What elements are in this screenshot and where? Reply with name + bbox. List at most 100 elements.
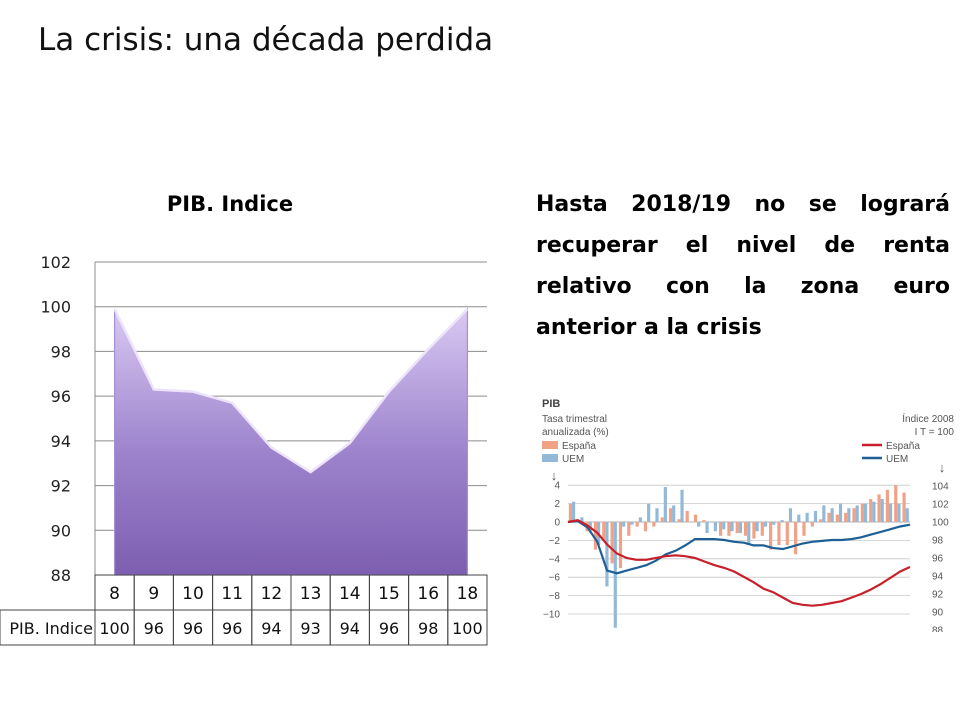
table-value: 96 [222,619,242,638]
espana-bar [718,522,723,536]
legend-swatch-espana-bar [542,441,558,449]
espana-bar [769,522,773,550]
espana-bar [802,522,806,536]
uem-bar [888,503,893,522]
inset-right-tick: 94 [932,572,944,583]
legend-label-espana-line: España [886,441,920,452]
uem-bar [847,508,851,522]
uem-bar [763,522,768,527]
y-tick-label: 96 [51,387,71,406]
y-axis-ticks: 88 90 92 94 96 98 100 102 [40,253,71,585]
x-tick-label: 15 [378,584,400,604]
x-tick-label: 9 [148,584,159,604]
uem-bar [630,522,634,525]
uem-bar [705,522,709,534]
legend-label-uem-bar: UEM [562,454,584,465]
left-axis-arrow-icon: ↓ [551,468,558,483]
uem-bar [605,522,609,587]
pib-quarterly-chart: PIB Tasa trimestral anualizada (%) Índic… [542,398,954,632]
espana-bar [852,508,856,522]
uem-bar [697,522,701,527]
uem-bar [772,522,776,525]
pib-index-edge [113,308,469,474]
table-value: 93 [300,619,320,638]
espana-bar [844,512,848,522]
uem-bar [647,503,651,522]
espana-bar [602,522,606,541]
uem-bar [838,503,843,522]
espana-bar [618,522,623,568]
table-value: 96 [144,619,164,638]
espana-bar [869,499,873,522]
espana-bar [735,522,739,534]
x-tick-label: 10 [182,584,204,604]
x-tick-label: 13 [300,584,322,604]
espana-bar [894,485,898,522]
espana-bar [610,522,614,564]
inset-left-tick: −2 [549,536,561,547]
uem-bar [897,503,901,522]
uem-bar [680,489,684,522]
espana-bar [785,522,789,545]
espana-bar [777,522,781,545]
espana-bar [810,522,814,527]
uem-bar [813,510,818,522]
chart-title: PIB. Indice [166,192,294,216]
y-tick-label: 100 [40,298,71,317]
table-value: 94 [340,619,360,638]
espana-bar [660,517,664,522]
espana-bar [702,520,706,522]
inset-right-tick: 98 [932,536,944,547]
espana-bar [652,522,656,527]
uem-bar [863,503,868,522]
x-tick-label: 8 [109,584,120,604]
espana-bar [677,519,681,522]
uem-bar [655,508,659,522]
espana-bar [643,522,648,532]
uem-bar [672,505,676,522]
uem-bar [872,501,876,522]
espana-bar [635,522,639,527]
espana-bar [668,508,673,522]
espana-bar [627,522,631,536]
table-row-label: PIB. Indice [9,619,93,638]
inset-left-tick: 0 [554,518,560,529]
inset-title: PIB [542,398,560,410]
inset-left-tick: 4 [554,481,560,492]
uem-bar [788,508,793,522]
y-tick-label: 88 [51,566,71,585]
espana-bar [727,522,731,536]
pib-index-area [114,307,468,576]
uem-bar [638,517,642,522]
espana-bar [827,512,831,522]
inset-right-tick: 90 [932,608,944,619]
right-axis-arrow-icon: ↓ [939,460,946,475]
inset-right-tick: 92 [932,590,944,601]
y-tick-label: 92 [51,477,71,496]
x-tick-label: 12 [261,584,283,604]
inset-right-tick: 102 [932,500,949,511]
uem-bar [830,508,834,522]
uem-bar [580,517,584,522]
x-tick-label: 14 [339,584,361,604]
espana-bar [877,494,881,522]
uem-bar [747,522,751,545]
uem-bar [622,522,626,527]
espana-bar [902,492,906,522]
uem-index-line [567,519,911,575]
uem-bar [663,487,667,522]
x-tick-label: 18 [457,584,479,604]
uem-bar [613,522,617,628]
espana-bar [744,522,748,536]
inset-right-tick: 96 [932,554,944,565]
inset-right-tick: 100 [932,518,949,529]
legend-label-uem-line: UEM [886,454,908,465]
inset-bars [568,485,909,628]
y-tick-label: 90 [51,521,71,540]
inset-header: PIB Tasa trimestral anualizada (%) Índic… [542,398,954,483]
table-value: 100 [99,619,130,638]
inset-axis-ticks: 4 2 0 −2 −4 −6 −8 −10 104 102 100 98 96 94 92 90 88 [543,481,949,632]
espana-bar [860,503,864,522]
inset-right-tick: 88 [932,626,944,633]
espana-bar [794,522,798,555]
